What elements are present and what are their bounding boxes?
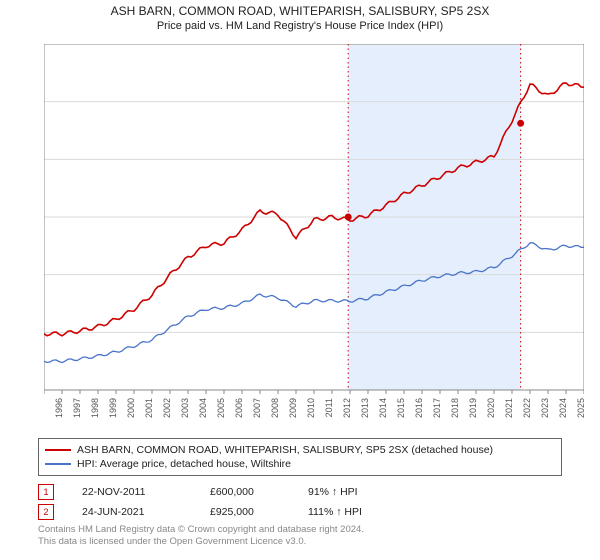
- footer-attribution: Contains HM Land Registry data © Crown c…: [38, 524, 364, 549]
- svg-text:2008: 2008: [270, 398, 280, 418]
- datapoint-marker: 2: [38, 504, 54, 520]
- svg-text:2006: 2006: [234, 398, 244, 418]
- svg-text:2021: 2021: [504, 398, 514, 418]
- svg-text:2002: 2002: [162, 398, 172, 418]
- svg-text:2015: 2015: [396, 398, 406, 418]
- svg-text:2020: 2020: [486, 398, 496, 418]
- svg-text:2016: 2016: [414, 398, 424, 418]
- datapoint-row: 2 24-JUN-2021 £925,000 111% ↑ HPI: [38, 502, 388, 522]
- datapoints-table: 1 22-NOV-2011 £600,000 91% ↑ HPI 2 24-JUN-202…: [38, 482, 388, 522]
- chart-title: ASH BARN, COMMON ROAD, WHITEPARISH, SALI…: [0, 4, 600, 18]
- datapoint-pct: 91% ↑ HPI: [308, 486, 388, 498]
- svg-text:2022: 2022: [522, 398, 532, 418]
- chart-container: ASH BARN, COMMON ROAD, WHITEPARISH, SALI…: [0, 0, 600, 560]
- svg-text:2001: 2001: [144, 398, 154, 418]
- svg-text:2017: 2017: [432, 398, 442, 418]
- svg-text:2009: 2009: [288, 398, 298, 418]
- datapoint-row: 1 22-NOV-2011 £600,000 91% ↑ HPI: [38, 482, 388, 502]
- footer-line-1: Contains HM Land Registry data © Crown c…: [38, 524, 364, 536]
- legend-item: HPI: Average price, detached house, Wilt…: [45, 457, 555, 471]
- svg-text:2000: 2000: [126, 398, 136, 418]
- svg-text:2024: 2024: [558, 398, 568, 418]
- svg-text:2019: 2019: [468, 398, 478, 418]
- legend-swatch: [45, 449, 71, 451]
- legend-item: ASH BARN, COMMON ROAD, WHITEPARISH, SALI…: [45, 443, 555, 457]
- svg-text:2013: 2013: [360, 398, 370, 418]
- footer-line-2: This data is licensed under the Open Gov…: [38, 536, 364, 548]
- legend-label: HPI: Average price, detached house, Wilt…: [77, 458, 291, 470]
- svg-text:1996: 1996: [54, 398, 64, 418]
- svg-text:2014: 2014: [378, 398, 388, 418]
- svg-text:2007: 2007: [252, 398, 262, 418]
- svg-text:2018: 2018: [450, 398, 460, 418]
- line-chart: £0£200K£400K£600K£800K£1M£1.2M1995199619…: [44, 44, 584, 424]
- datapoint-pct: 111% ↑ HPI: [308, 506, 388, 518]
- svg-text:1998: 1998: [90, 398, 100, 418]
- svg-text:2023: 2023: [540, 398, 550, 418]
- legend-swatch: [45, 463, 71, 465]
- legend: ASH BARN, COMMON ROAD, WHITEPARISH, SALI…: [38, 438, 562, 476]
- svg-text:2003: 2003: [180, 398, 190, 418]
- datapoint-price: £925,000: [210, 506, 280, 518]
- svg-text:2005: 2005: [216, 398, 226, 418]
- svg-text:1995: 1995: [44, 398, 46, 418]
- svg-text:1999: 1999: [108, 398, 118, 418]
- datapoint-date: 24-JUN-2021: [82, 506, 182, 518]
- datapoint-price: £600,000: [210, 486, 280, 498]
- svg-text:2011: 2011: [324, 398, 334, 417]
- svg-text:2004: 2004: [198, 398, 208, 418]
- title-block: ASH BARN, COMMON ROAD, WHITEPARISH, SALI…: [0, 0, 600, 32]
- svg-text:2012: 2012: [342, 398, 352, 418]
- svg-text:2025: 2025: [576, 398, 584, 418]
- svg-text:1997: 1997: [72, 398, 82, 418]
- chart-subtitle: Price paid vs. HM Land Registry's House …: [0, 18, 600, 32]
- datapoint-marker: 1: [38, 484, 54, 500]
- svg-text:2010: 2010: [306, 398, 316, 418]
- datapoint-date: 22-NOV-2011: [82, 486, 182, 498]
- legend-label: ASH BARN, COMMON ROAD, WHITEPARISH, SALI…: [77, 444, 493, 456]
